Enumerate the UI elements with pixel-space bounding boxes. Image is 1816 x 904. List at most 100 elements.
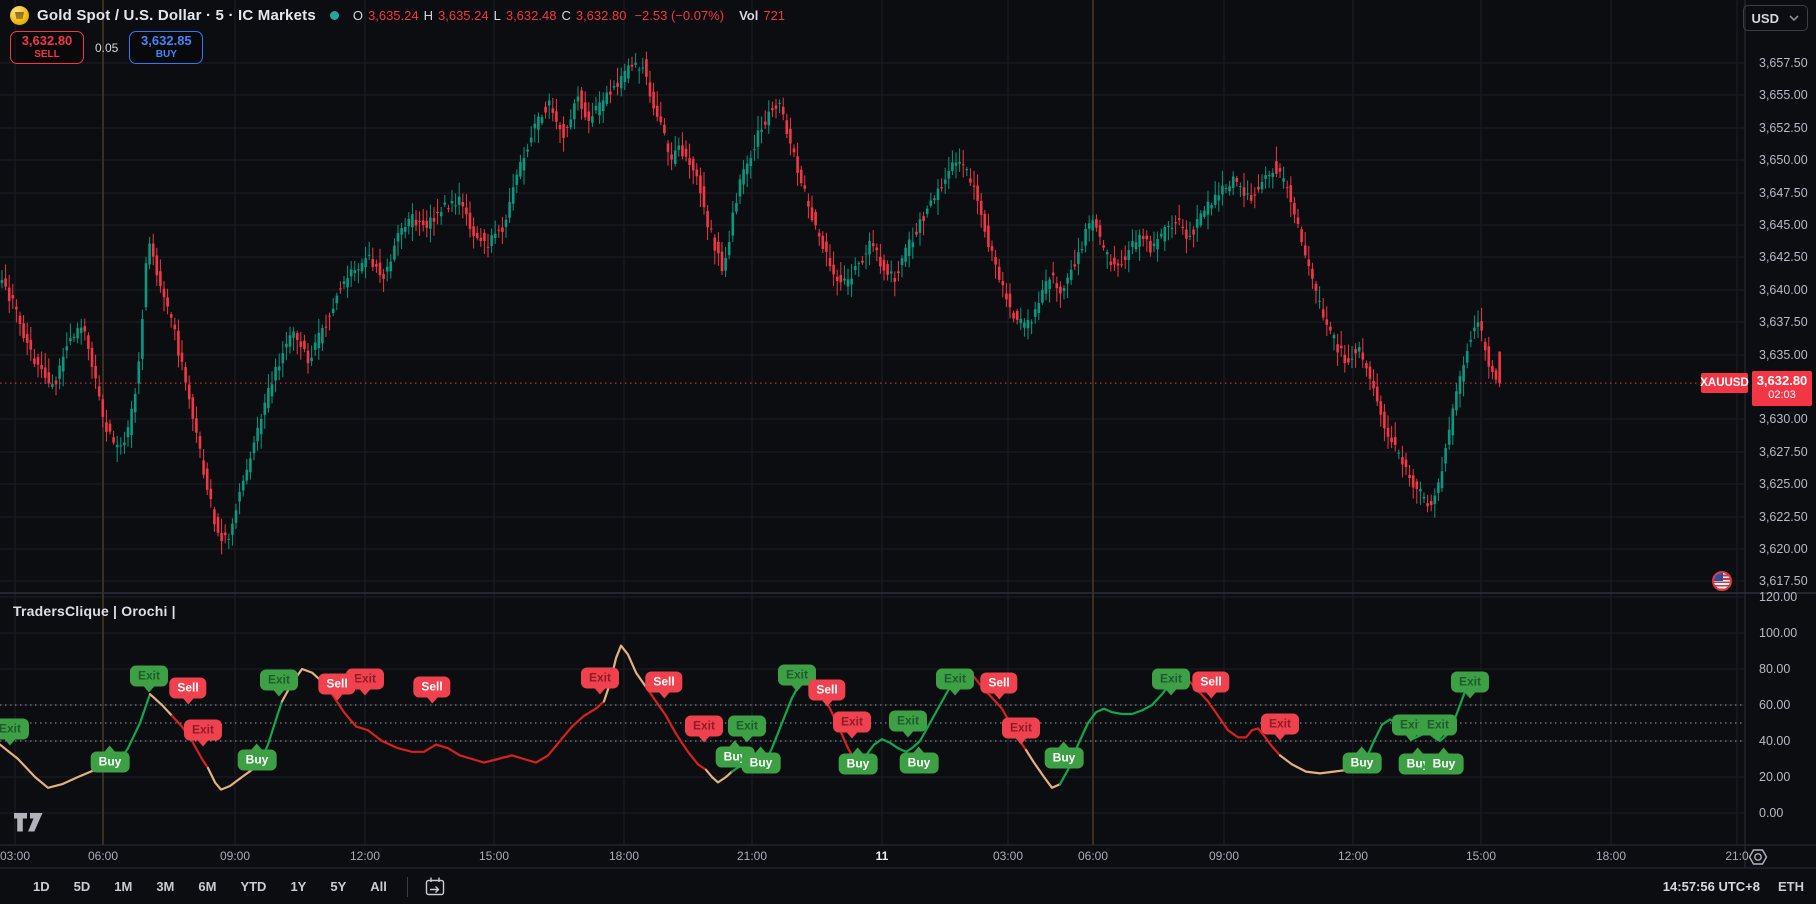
indicator-axis-label: 40.00 [1759,734,1791,748]
time-axis-label: 18:00 [608,849,640,863]
signal-sell: Sell [645,671,683,693]
signal-sell: Sell [169,677,207,699]
currency-selector[interactable]: USD [1742,5,1808,31]
time-axis-label: 12:00 [349,849,381,863]
signal-buy: Buy [237,749,277,771]
signal-sell: Sell [808,679,846,701]
time-axis-settings-icon[interactable] [1748,848,1768,866]
signal-sell: Sell [413,676,451,698]
signal-exit: Exit [1260,713,1300,735]
signal-buy: Buy [90,751,130,773]
clock-timezone[interactable]: 14:57:56 UTC+8 [1662,879,1760,894]
indicator-axis-label: 0.00 [1759,806,1784,820]
indicator-axis-label: 120.00 [1759,590,1798,604]
signal-sell: Sell [1192,671,1230,693]
price-axis-label: 3,652.50 [1759,121,1808,135]
gold-symbol-icon [10,6,29,25]
last-price-value: 3,632.80 [1756,373,1808,388]
price-axis-label: 3,617.50 [1759,574,1808,588]
buy-button[interactable]: 3,632.85 BUY [129,31,204,65]
volume-value: 721 [763,8,786,23]
indicator-axis-label: 80.00 [1759,662,1791,676]
time-axis-label: 21:00 [736,849,768,863]
range-tab-3m[interactable]: 3M [156,879,175,894]
signal-sell: Sell [318,673,356,695]
chevron-down-icon [1789,15,1799,21]
ohlc-readout: O 3,635.24 H 3,635.24 L 3,632.48 C 3,632.80 … [353,8,785,23]
time-axis-label: 09:00 [219,849,251,863]
time-axis-label: 06:00 [87,849,119,863]
signal-buy: Buy [1424,753,1464,775]
range-tab-5d[interactable]: 5D [73,879,91,894]
signal-exit: Exit [888,710,928,732]
close-label: C [561,8,571,23]
time-axis-label: 09:00 [1208,849,1240,863]
open-label: O [352,8,363,23]
price-axis-label: 3,620.00 [1759,542,1808,556]
range-tab-ytd[interactable]: YTD [240,879,267,894]
indicator-axis-label: 20.00 [1759,770,1791,784]
signal-exit: Exit [129,665,169,687]
change-value: −2.53 (−0.07%) [634,8,725,23]
range-tab-1d[interactable]: 1D [33,879,50,894]
time-axis-label: 06:00 [1077,849,1109,863]
price-axis-label: 3,657.50 [1759,56,1808,70]
time-axis-label: 03:00 [0,849,31,863]
time-axis-label: 15:00 [1465,849,1497,863]
goto-date-button[interactable] [424,876,446,898]
range-tab-1y[interactable]: 1Y [290,879,307,894]
signal-exit: Exit [0,718,30,740]
open-value: 3,635.24 [368,8,419,23]
indicator-title[interactable]: TradersClique | Orochi | [13,603,176,619]
time-axis-label: 12:00 [1337,849,1369,863]
symbol-price-label: XAUUSD [1700,373,1749,393]
time-axis-label: 11 [875,849,889,863]
signal-buy: Buy [899,752,939,774]
volume-label: Vol [739,8,759,23]
signal-buy: Buy [838,753,878,775]
symbol-title[interactable]: Gold Spot / U.S. Dollar · 5 · IC Markets [37,7,316,24]
us-flag-icon [1712,571,1732,591]
spread-value: 0.05 [95,40,119,55]
high-value: 3,635.24 [438,8,489,23]
price-axis-label: 3,630.00 [1759,412,1808,426]
price-axis-label: 3,622.50 [1759,510,1808,524]
range-tab-6m[interactable]: 6M [198,879,217,894]
toolbar-divider [406,876,408,897]
signal-exit: Exit [832,711,872,733]
high-label: H [423,8,433,23]
bottom-toolbar: 1D 5D 1M 3M 6M YTD 1Y 5Y All 14:57:56 UTC+8 ETH [0,869,1816,904]
range-tab-5y[interactable]: 5Y [330,879,347,894]
indicator-axis-label: 60.00 [1759,698,1791,712]
close-value: 3,632.80 [575,8,627,23]
signal-buy: Buy [741,752,781,774]
tradingview-logo-icon[interactable] [13,812,49,833]
range-tab-all[interactable]: All [370,879,387,894]
currency-value: USD [1751,10,1779,26]
time-axis-label: 21:0 [1725,849,1749,863]
price-axis-label: 3,635.00 [1759,348,1808,362]
signal-exit: Exit [259,669,299,691]
price-axis-label: 3,625.00 [1759,477,1808,491]
signal-buy: Buy [1044,747,1084,769]
range-tab-1m[interactable]: 1M [114,879,133,894]
price-axis-label: 3,637.50 [1759,315,1808,329]
buy-price: 3,632.85 [141,33,192,48]
signal-exit: Exit [1001,717,1041,739]
time-axis-label: 18:00 [1595,849,1627,863]
signal-exit: Exit [684,715,724,737]
market-status-icon[interactable] [329,11,339,20]
price-axis-label: 3,640.00 [1759,283,1808,297]
price-axis-label: 3,642.50 [1759,250,1808,264]
buy-label: BUY [155,48,177,60]
toolbar-right: 14:57:56 UTC+8 ETH [1663,879,1816,894]
signal-exit: Exit [727,715,767,737]
signal-exit: Exit [1151,668,1191,690]
sell-price: 3,632.80 [21,33,73,48]
sell-label: SELL [34,48,60,60]
chart-header: Gold Spot / U.S. Dollar · 5 · IC Markets… [10,6,785,25]
session-type[interactable]: ETH [1778,879,1804,894]
signal-exit: Exit [777,664,817,686]
sell-button[interactable]: 3,632.80 SELL [10,31,84,65]
